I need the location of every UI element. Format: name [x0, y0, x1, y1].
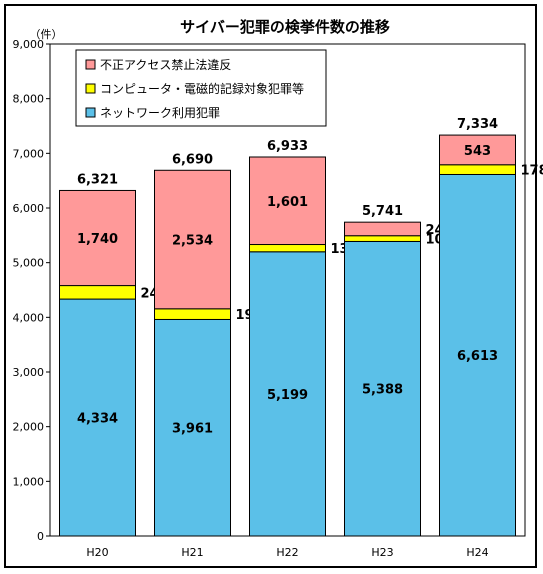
- legend-swatch: [85, 83, 96, 94]
- legend-label: ネットワーク利用犯罪: [100, 106, 220, 120]
- y-tick-label: 0: [37, 530, 44, 543]
- bar-segment: [249, 244, 326, 253]
- y-tick-label: 7,000: [13, 147, 45, 160]
- data-label: 1,740: [77, 232, 118, 247]
- y-tick-label: 9,000: [13, 38, 45, 51]
- plot-area: 0 1,000 2,000 3,000 4,000 5,000 6,000 7,000 8,00…: [13, 38, 543, 559]
- bar-segment: [439, 173, 516, 537]
- total-label: 6,690: [172, 152, 213, 167]
- data-label: 543: [464, 144, 491, 159]
- total-label: 7,334: [457, 117, 498, 132]
- bar-segment: [59, 189, 136, 287]
- bar-segment: [344, 221, 421, 237]
- data-label: 178: [521, 164, 543, 179]
- total-label: 6,933: [267, 139, 308, 154]
- bar-segment: [439, 164, 516, 175]
- bar-segment: [154, 318, 231, 537]
- legend-label: コンピュータ・電磁的記録対象犯罪等: [100, 81, 304, 96]
- legend-swatch: [85, 107, 96, 118]
- y-tick-label: 4,000: [13, 311, 45, 324]
- bar-segment: [59, 285, 136, 300]
- data-label: 6,613: [457, 349, 498, 364]
- y-tick-label: 6,000: [13, 202, 45, 215]
- y-tick-label: 3,000: [13, 366, 45, 379]
- data-label: 2,534: [172, 234, 213, 249]
- y-tick-label: 1,000: [13, 475, 45, 488]
- data-label: 1,601: [267, 195, 308, 210]
- chart-title: サイバー犯罪の検挙件数の推移: [180, 18, 390, 36]
- total-label: 5,741: [362, 204, 403, 219]
- bar-segment: [344, 235, 421, 242]
- data-label: 4,334: [77, 412, 118, 427]
- y-tick-label: 2,000: [13, 421, 45, 434]
- legend-box: [75, 49, 327, 127]
- x-tick-label: H24: [466, 546, 488, 559]
- bar-segment: [344, 240, 421, 537]
- legend-label: 不正アクセス禁止法違反: [100, 58, 231, 72]
- bar-segment: [154, 308, 231, 320]
- data-label: 5,199: [267, 388, 308, 403]
- total-label: 6,321: [77, 172, 118, 187]
- data-label: 5,388: [362, 383, 403, 398]
- bar-segment: [249, 251, 326, 537]
- y-unit-label: （件）: [30, 28, 63, 41]
- legend-swatch: [85, 59, 96, 70]
- y-tick-label: 5,000: [13, 257, 45, 270]
- x-tick-label: H22: [276, 546, 298, 559]
- y-tick-label: 8,000: [13, 93, 45, 106]
- x-tick-label: H23: [371, 546, 393, 559]
- data-label: 3,961: [172, 422, 213, 437]
- bar-segment: [59, 298, 136, 537]
- bar-segment: [154, 169, 231, 310]
- x-tick-label: H20: [86, 546, 108, 559]
- bar-segment: [439, 134, 516, 166]
- bar-segment: [249, 156, 326, 246]
- x-tick-label: H21: [181, 546, 203, 559]
